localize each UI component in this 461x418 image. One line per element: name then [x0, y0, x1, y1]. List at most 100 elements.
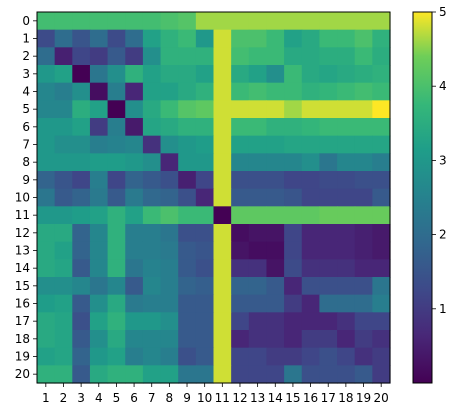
heatmap-cell — [266, 277, 285, 296]
colorbar-tick-label: 1 — [439, 302, 447, 316]
heatmap-cell — [89, 224, 109, 243]
heatmap-cell — [125, 365, 144, 384]
heatmap-cell — [337, 224, 356, 243]
heatmap-cell — [89, 347, 109, 366]
heatmap-cell — [54, 82, 73, 101]
heatmap-cell — [37, 29, 56, 48]
heatmap-cell — [266, 118, 285, 137]
y-tick-label: 2 — [22, 49, 30, 63]
heatmap-cell — [319, 47, 338, 66]
heatmap-cell — [195, 47, 215, 66]
heatmap-cell — [213, 29, 232, 48]
heatmap-cell — [37, 118, 56, 137]
heatmap-cell — [337, 100, 356, 119]
x-tick-label: 18 — [338, 391, 353, 405]
heatmap-cell — [160, 29, 179, 48]
heatmap-cell — [319, 347, 338, 366]
heatmap-cell — [266, 82, 285, 101]
heatmap-cell — [372, 135, 391, 154]
heatmap-cell — [195, 347, 215, 366]
heatmap-cell — [213, 312, 232, 331]
y-tick-label: 18 — [15, 332, 30, 346]
heatmap-cell — [284, 65, 303, 84]
heatmap-cell — [354, 118, 373, 137]
heatmap-cell — [213, 188, 232, 207]
heatmap-cell — [319, 294, 338, 313]
heatmap-cell — [301, 118, 320, 137]
heatmap-cell — [213, 153, 232, 172]
heatmap-cell — [266, 135, 285, 154]
heatmap-cell — [125, 47, 144, 66]
heatmap-cell — [231, 171, 250, 190]
heatmap-cell — [248, 188, 268, 207]
heatmap-cell — [266, 153, 285, 172]
heatmap-cell — [337, 277, 356, 296]
x-tick-label: 11 — [215, 391, 230, 405]
heatmap-cell — [248, 171, 268, 190]
heatmap-cell — [107, 82, 126, 101]
heatmap-cell — [284, 12, 303, 31]
heatmap-cell — [125, 65, 144, 84]
heatmap-cell — [160, 100, 179, 119]
heatmap-cell — [178, 241, 197, 260]
heatmap-cell — [301, 12, 320, 31]
heatmap-cell — [354, 241, 373, 260]
heatmap-cell — [337, 153, 356, 172]
x-tick-label: 14 — [268, 391, 283, 405]
heatmap-cell — [354, 65, 373, 84]
heatmap-cell — [319, 12, 338, 31]
heatmap-cell — [89, 259, 109, 278]
heatmap-cell — [107, 12, 126, 31]
heatmap-cell — [337, 65, 356, 84]
heatmap-cell — [160, 65, 179, 84]
heatmap-cell — [213, 365, 232, 384]
heatmap-cell — [248, 294, 268, 313]
heatmap-cell — [372, 82, 391, 101]
heatmap-cell — [301, 29, 320, 48]
heatmap-cell — [178, 347, 197, 366]
heatmap-cell — [107, 153, 126, 172]
heatmap-cell — [54, 12, 73, 31]
heatmap-cell — [107, 188, 126, 207]
heatmap-frame — [36, 11, 391, 384]
heatmap-cell — [284, 171, 303, 190]
heatmap-cell — [37, 47, 56, 66]
heatmap-cell — [72, 224, 91, 243]
heatmap-cell — [231, 12, 250, 31]
heatmap-cell — [231, 100, 250, 119]
heatmap-cell — [372, 259, 391, 278]
x-tick-label: 19 — [356, 391, 371, 405]
heatmap-cell — [319, 224, 338, 243]
heatmap-cell — [372, 29, 391, 48]
x-tick-label: 2 — [60, 391, 68, 405]
heatmap-cell — [37, 277, 56, 296]
heatmap-cell — [125, 347, 144, 366]
heatmap-cell — [213, 259, 232, 278]
heatmap-cell — [284, 153, 303, 172]
heatmap-cell — [248, 12, 268, 31]
heatmap-cell — [107, 294, 126, 313]
heatmap-cell — [37, 312, 56, 331]
heatmap-cell — [213, 294, 232, 313]
heatmap-cell — [160, 135, 179, 154]
heatmap-cell — [372, 347, 391, 366]
heatmap-cell — [195, 65, 215, 84]
heatmap-cell — [178, 224, 197, 243]
heatmap-cell — [354, 347, 373, 366]
heatmap-cell — [301, 224, 320, 243]
heatmap-cell — [319, 135, 338, 154]
heatmap-cell — [125, 188, 144, 207]
heatmap-cell — [231, 224, 250, 243]
heatmap-cell — [248, 65, 268, 84]
heatmap-cell — [72, 100, 91, 119]
x-tick-label: 15 — [285, 391, 300, 405]
heatmap-cell — [37, 12, 56, 31]
heatmap-cell — [160, 47, 179, 66]
heatmap-cell — [142, 294, 162, 313]
colorbar-tick-label: 3 — [439, 153, 447, 167]
heatmap-cell — [354, 224, 373, 243]
heatmap-cell — [372, 241, 391, 260]
heatmap-cell — [37, 100, 56, 119]
heatmap-cell — [178, 188, 197, 207]
heatmap-cell — [372, 100, 391, 119]
